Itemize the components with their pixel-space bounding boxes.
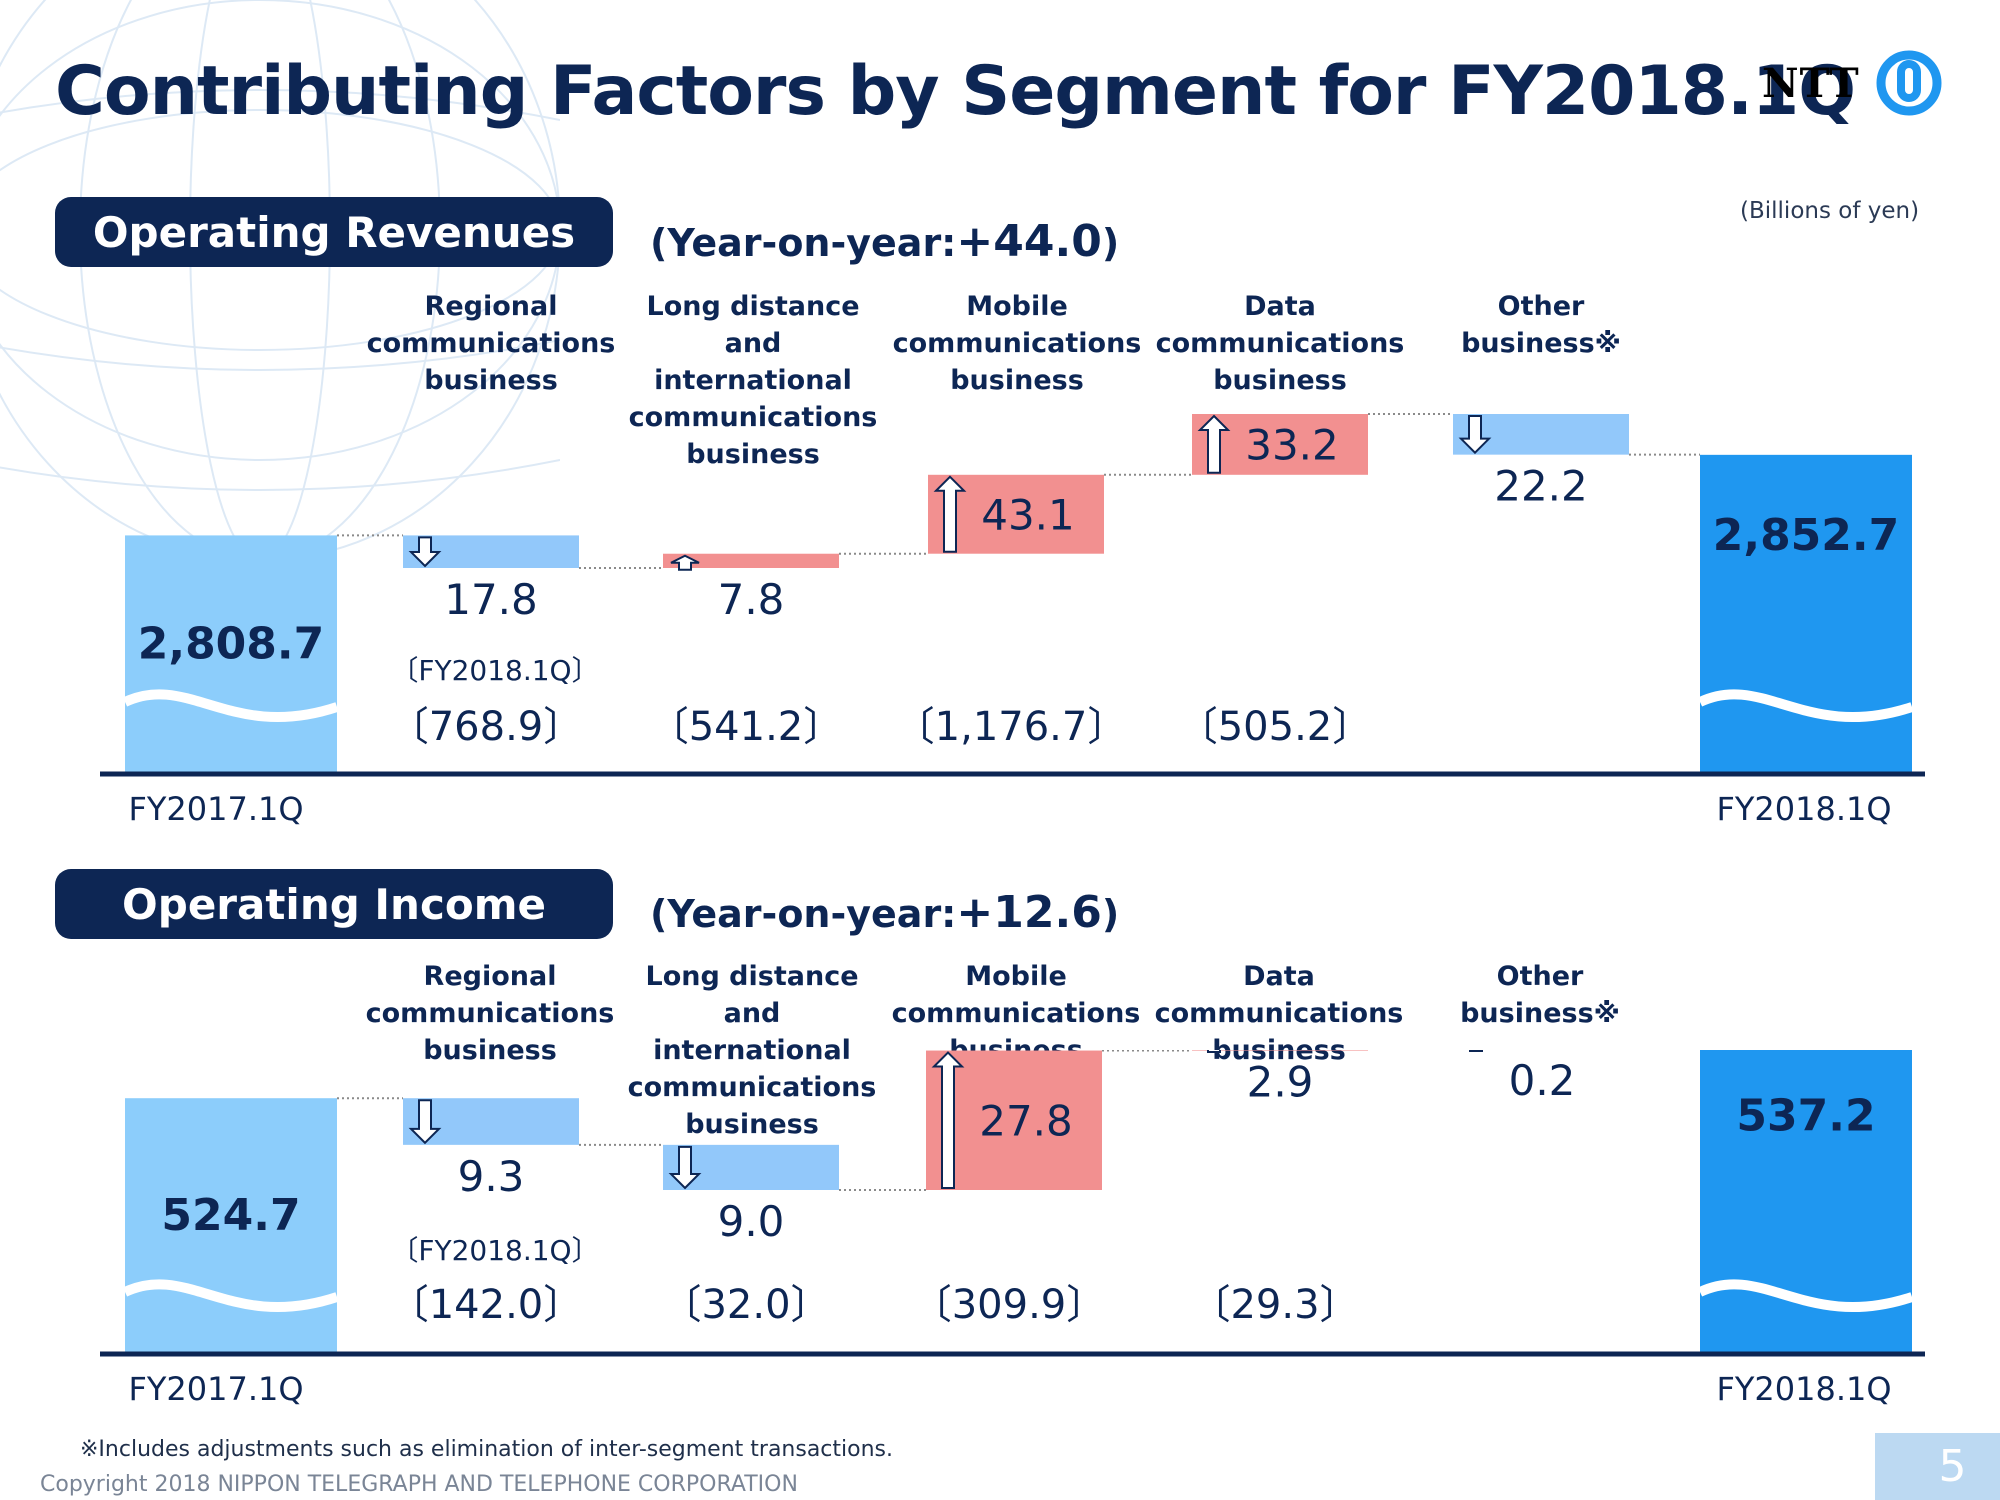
wave-decoration <box>122 1279 339 1312</box>
seg-label-other: Other business※ <box>1460 961 1620 1029</box>
section-badge-income: Operating Income <box>55 869 613 939</box>
x-label-end: FY2018.1Q <box>1716 790 1891 828</box>
end-value-label: 537.2 <box>1736 1091 1875 1142</box>
wave-decoration <box>1697 1279 1914 1312</box>
ntt-logo: NTT <box>1762 50 1942 116</box>
waterfall-chart-revenues: 2,808.7 2,852.7 17.8 〔768.9〕 7.8 〔541.2〕 43.1 〔… <box>100 413 1925 828</box>
page-number: 5 <box>1875 1433 2000 1500</box>
yoy-prefix: (Year-on-year: <box>650 221 957 265</box>
yoy-suffix: ) <box>1101 892 1120 936</box>
segment-fy2018-value: 〔1,176.7〕 <box>895 704 1128 750</box>
increase-bar <box>926 1050 1102 1190</box>
seg-label-regional: Regional communications business <box>366 291 616 396</box>
segment-fy2018-value: 〔505.2〕 <box>1178 704 1373 750</box>
arrow-up-icon <box>670 554 700 571</box>
decrease-bar <box>403 1098 579 1145</box>
increase-bar <box>1192 1050 1368 1051</box>
step-value-label: 43.1 <box>981 490 1075 539</box>
logo-text: NTT <box>1762 59 1860 107</box>
page-title: Contributing Factors by Segment for FY20… <box>55 52 1856 131</box>
decrease-bar <box>663 1144 839 1190</box>
seg-label-mobile: Mobile communications business <box>892 291 1142 396</box>
yoy-value: +44.0 <box>956 216 1102 267</box>
step-value-label: 33.2 <box>1245 420 1339 469</box>
decrease-bar <box>1453 414 1629 455</box>
waterfall-chart-income: 524.7 537.2 9.3 〔142.0〕 9.0 〔32.0〕 27.8 〔309.9〕… <box>100 1050 1925 1408</box>
x-label-start: FY2017.1Q <box>128 1370 303 1408</box>
wave-decoration <box>122 689 339 722</box>
yoy-value: +12.6 <box>956 887 1102 938</box>
segment-fy2018-value: 〔541.2〕 <box>649 704 844 750</box>
seg-label-other: Other business※ <box>1461 291 1621 359</box>
step-value-label: 17.8 <box>444 575 538 624</box>
yoy-revenues: (Year-on-year:+44.0) <box>650 216 1119 267</box>
step-value-label: 7.8 <box>718 575 785 624</box>
seg-label-regional: Regional communications business <box>365 961 615 1066</box>
units-label: (Billions of yen) <box>1740 198 1920 224</box>
start-value-label: 2,808.7 <box>138 619 325 670</box>
segment-fy2018-value: 〔32.0〕 <box>661 1282 830 1328</box>
x-label-start: FY2017.1Q <box>128 790 303 828</box>
step-value-label: 0.2 <box>1509 1056 1576 1105</box>
yoy-prefix: (Year-on-year: <box>650 892 957 936</box>
step-value-label: 27.8 <box>979 1096 1073 1145</box>
segment-fy2018-value: 〔309.9〕 <box>912 1282 1107 1328</box>
seg-label-long-distance: Long distance and international communicat… <box>628 291 878 470</box>
arrow-down-icon <box>408 1099 442 1145</box>
yoy-suffix: ) <box>1101 221 1120 265</box>
fy-caption: 〔FY2018.1Q〕 <box>390 1234 599 1267</box>
wave-decoration <box>1697 689 1914 722</box>
yoy-income: (Year-on-year:+12.6) <box>650 887 1119 938</box>
step-value-label: 9.0 <box>718 1197 785 1246</box>
ntt-logo-icon <box>1876 50 1942 116</box>
copyright: Copyright 2018 NIPPON TELEGRAPH AND TELE… <box>40 1472 798 1497</box>
arrow-up-icon <box>1207 1050 1221 1054</box>
arrow-up-icon <box>931 1051 965 1189</box>
arrow-down-icon <box>668 1145 702 1190</box>
section-badge-revenues: Operating Revenues <box>55 197 613 267</box>
fy-caption: 〔FY2018.1Q〕 <box>390 654 599 687</box>
step-value-label: 9.3 <box>458 1152 525 1201</box>
arrow-down-icon <box>1458 415 1492 455</box>
end-value-label: 2,852.7 <box>1713 510 1900 561</box>
start-value-label: 524.7 <box>161 1190 300 1241</box>
arrow-down-icon <box>408 536 442 568</box>
step-value-label: 22.2 <box>1494 462 1588 511</box>
seg-label-data: Data communications business <box>1155 291 1405 396</box>
increase-bar <box>663 553 839 568</box>
step-value-label: 2.9 <box>1247 1058 1314 1107</box>
footnote: ※Includes adjustments such as eliminatio… <box>80 1437 894 1462</box>
seg-label-long-distance: Long distance and international communicat… <box>627 961 877 1140</box>
x-label-end: FY2018.1Q <box>1716 1370 1891 1408</box>
end-bar <box>1700 454 1912 772</box>
start-bar <box>125 535 337 772</box>
arrow-up-icon <box>1197 414 1231 474</box>
seg-label-data: Data communications business <box>1154 961 1404 1066</box>
segment-fy2018-value: 〔142.0〕 <box>389 1282 584 1328</box>
arrow-up-icon <box>1469 1050 1483 1052</box>
arrow-up-icon <box>933 475 967 553</box>
segment-fy2018-value: 〔29.3〕 <box>1190 1282 1359 1328</box>
segment-fy2018-value: 〔768.9〕 <box>389 704 584 750</box>
